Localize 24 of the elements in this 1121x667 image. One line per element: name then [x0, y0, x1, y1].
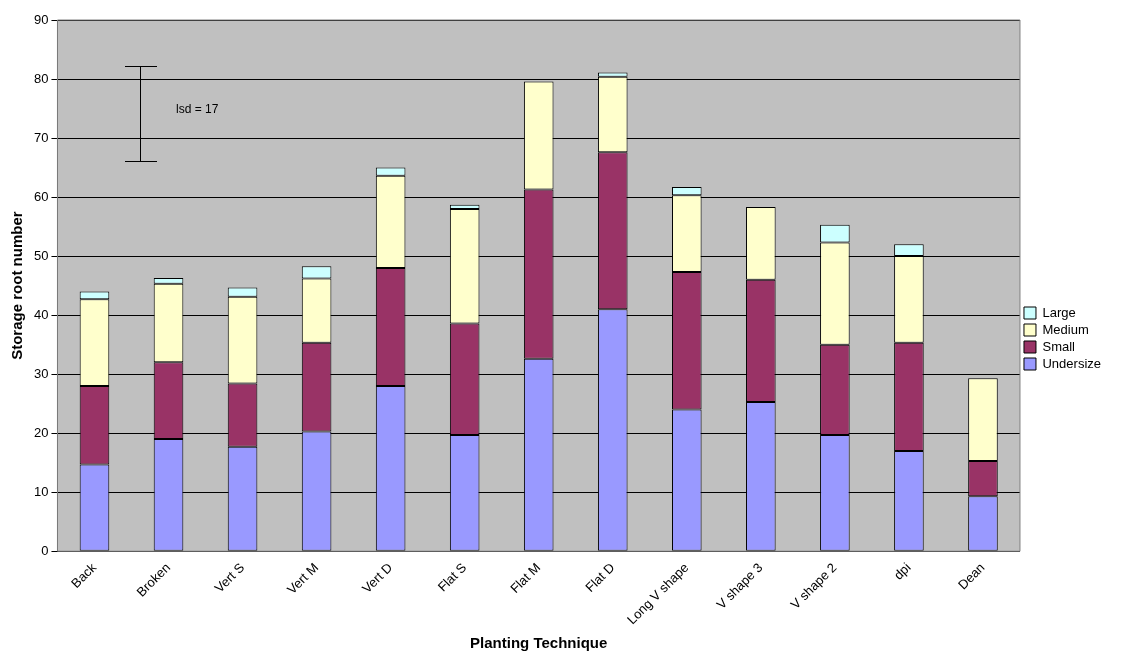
- legend-label: Undersize: [1042, 355, 1102, 371]
- x-tick-label: dpi: [890, 559, 914, 583]
- y-tick-label: 40: [33, 306, 49, 322]
- y-tick-label: 30: [33, 365, 49, 381]
- y-tick-label: 60: [33, 188, 49, 204]
- x-tick-label: Vert M: [284, 559, 322, 597]
- y-tick-label: 50: [33, 247, 49, 263]
- y-axis-title: Storage root number: [8, 211, 26, 360]
- y-tick-label: 80: [33, 70, 49, 86]
- x-tick-label: Vert S: [211, 559, 248, 596]
- annotation: lsd = 17: [176, 102, 219, 116]
- x-tick-label: Flat M: [507, 559, 544, 596]
- y-tick-label: 90: [33, 11, 49, 27]
- legend-label: Small: [1042, 338, 1076, 354]
- y-tick-label: 20: [33, 424, 49, 440]
- y-tick-label: 0: [41, 542, 49, 558]
- x-tick-label: Flat S: [434, 559, 470, 595]
- legend-label: Large: [1042, 304, 1076, 320]
- x-tick-label: Vert D: [359, 559, 396, 596]
- x-tick-label: Flat D: [582, 559, 618, 595]
- y-tick-label: 10: [33, 483, 49, 499]
- legend-label: Medium: [1042, 321, 1089, 337]
- y-tick-label: 70: [33, 129, 49, 145]
- x-axis-title: Planting Technique: [470, 634, 608, 652]
